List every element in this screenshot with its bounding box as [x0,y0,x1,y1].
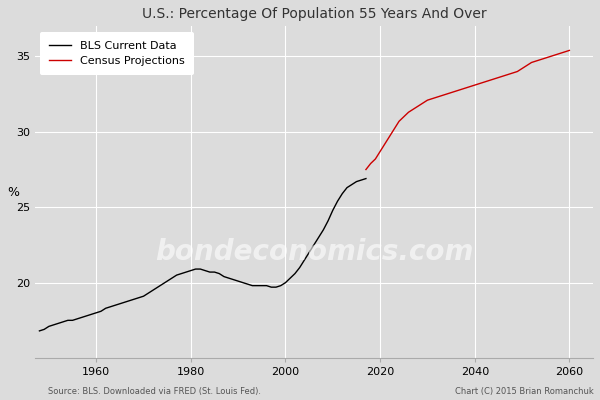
Census Projections [386,134,393,139]
Census Projections [485,78,493,83]
Census Projections [367,161,374,166]
Census Projections [415,104,422,108]
Text: Source: BLS. Downloaded via FRED (St. Louis Fed).: Source: BLS. Downloaded via FRED (St. Lo… [48,387,261,396]
Census Projections [395,119,403,124]
BLS Current Data [135,295,142,300]
Census Projections [495,75,502,80]
Text: Chart (C) 2015 Brian Romanchuk: Chart (C) 2015 Brian Romanchuk [455,387,594,396]
Text: bondeconomics.com: bondeconomics.com [155,238,473,266]
Census Projections [504,72,511,77]
Census Projections [509,71,516,76]
Census Projections [514,69,521,74]
Census Projections [391,126,398,131]
Census Projections [466,84,473,89]
Line: Census Projections: Census Projections [366,50,569,170]
Census Projections [452,89,460,94]
Census Projections [428,96,436,101]
Legend: BLS Current Data, Census Projections: BLS Current Data, Census Projections [40,32,194,75]
Census Projections [405,110,412,115]
Census Projections [476,81,483,86]
Census Projections [533,58,540,63]
Census Projections [461,86,469,90]
Census Projections [542,56,550,60]
Census Projections [400,114,407,119]
Census Projections [372,156,379,161]
BLS Current Data [112,303,119,308]
Census Projections [547,54,554,59]
Census Projections [443,92,450,96]
Line: BLS Current Data: BLS Current Data [40,178,366,331]
Census Projections [362,167,370,172]
Census Projections [551,52,559,57]
Census Projections [381,142,388,146]
Y-axis label: %: % [7,186,19,199]
Title: U.S.: Percentage Of Population 55 Years And Over: U.S.: Percentage Of Population 55 Years … [142,7,486,21]
BLS Current Data [315,235,322,240]
BLS Current Data [310,242,317,247]
Census Projections [433,95,440,100]
BLS Current Data [215,271,223,276]
Census Projections [556,51,563,56]
Census Projections [481,80,488,84]
Census Projections [419,101,427,106]
Census Projections [377,149,384,154]
Census Projections [448,90,455,95]
BLS Current Data [36,328,43,333]
BLS Current Data [362,176,370,181]
Census Projections [500,74,507,78]
Census Projections [561,50,568,54]
Census Projections [528,60,535,65]
Census Projections [523,63,530,68]
Census Projections [438,93,445,98]
Census Projections [566,48,573,53]
Census Projections [424,98,431,102]
Census Projections [518,66,526,71]
Census Projections [410,107,417,112]
Census Projections [490,77,497,82]
Census Projections [471,83,478,88]
Census Projections [538,57,545,62]
Census Projections [457,87,464,92]
BLS Current Data [121,300,128,305]
